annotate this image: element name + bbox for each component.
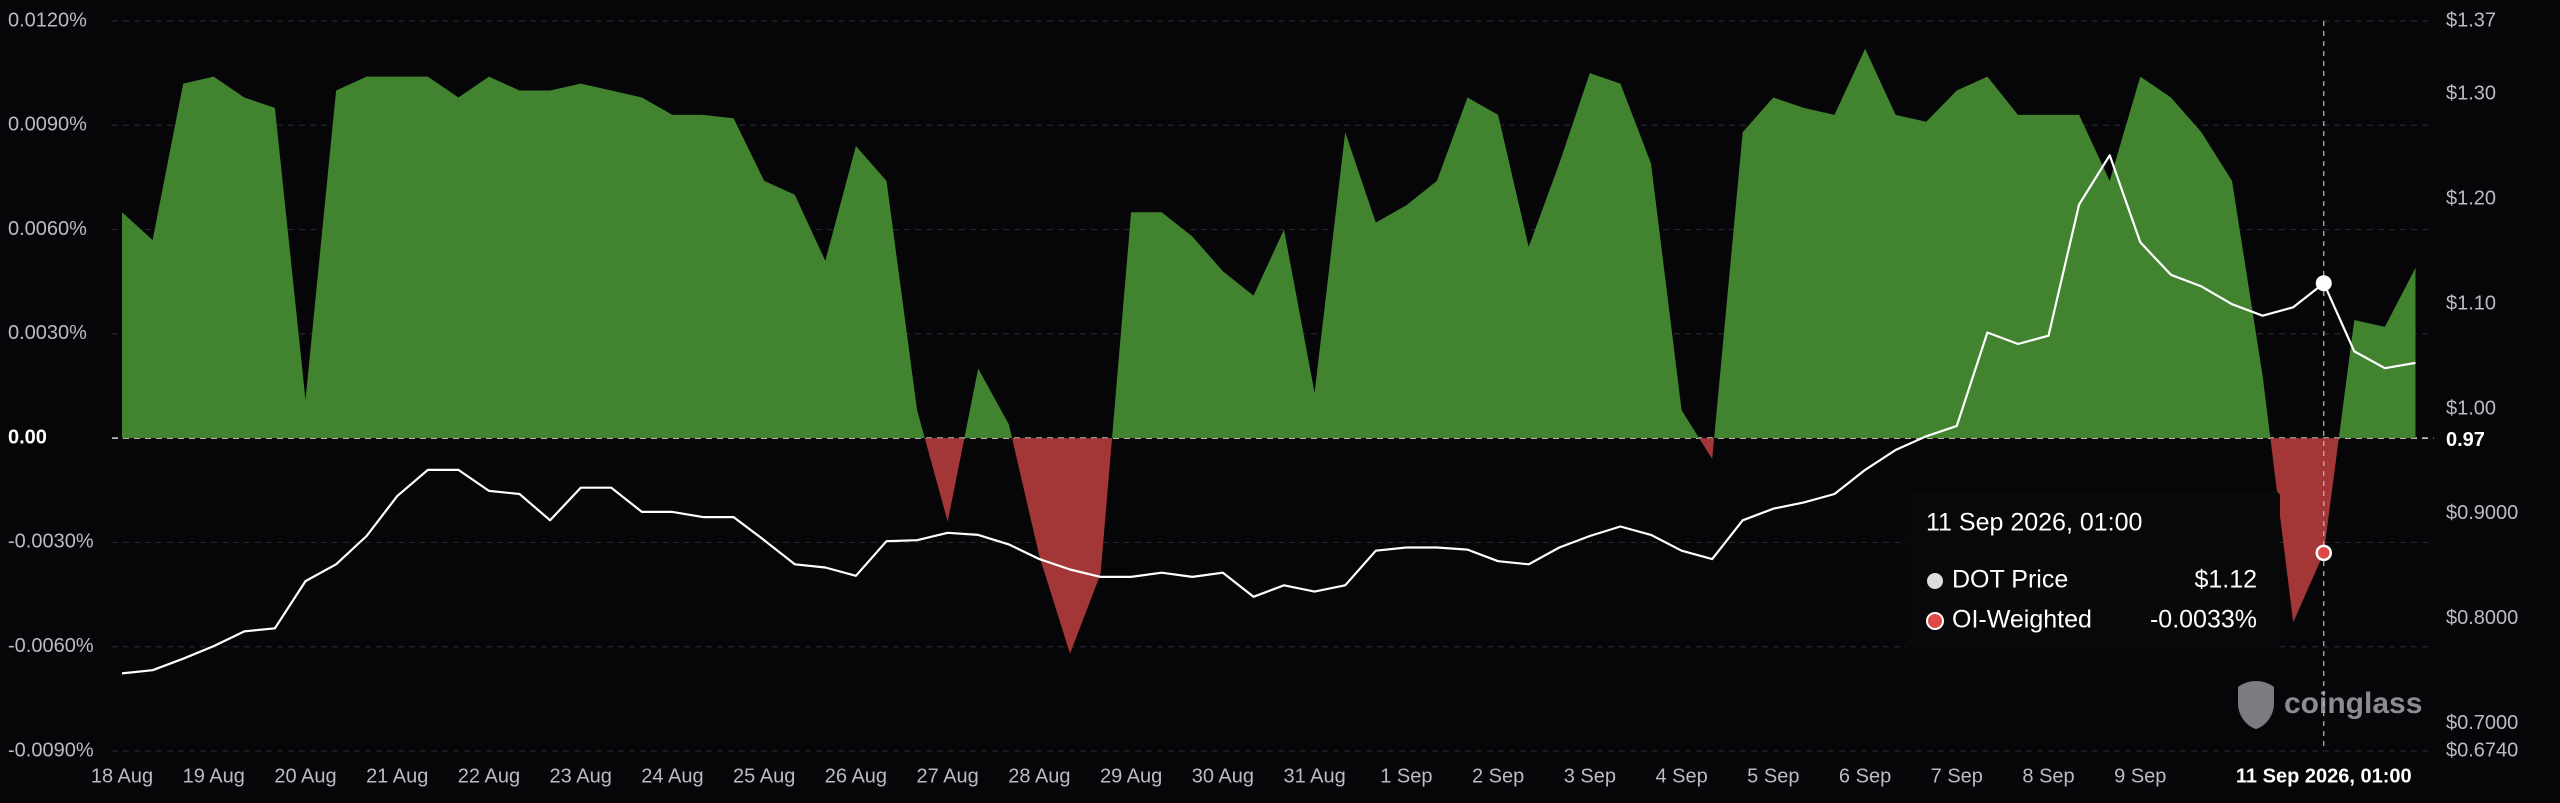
- x-tick-label: 8 Sep: [2022, 765, 2074, 787]
- axes: -0.0090% -0.0060% -0.0030% 0.00 0.0030% 0.006…: [8, 9, 2518, 790]
- y2-tick-label: $0.6740: [2446, 739, 2518, 761]
- tooltip-value: $1.12: [2194, 566, 2257, 594]
- y-tick-label: 0.0090%: [8, 114, 87, 136]
- x-tick-label: 20 Aug: [274, 765, 336, 787]
- x-tick-label: 27 Aug: [917, 765, 979, 787]
- y-tick-label: -0.0030%: [8, 531, 94, 553]
- area-positive: [122, 48, 2416, 439]
- tooltip-box: [1906, 492, 2280, 654]
- price-line: [121, 154, 2416, 675]
- x-tick-label: 19 Aug: [183, 765, 245, 787]
- watermark-logo: [2238, 681, 2274, 729]
- y2-tick-label: $1.20: [2446, 188, 2496, 210]
- y-tick-label: 0.0120%: [8, 9, 87, 31]
- y-tick-label: -0.0090%: [8, 739, 94, 761]
- x-tick-label: 18 Aug: [91, 765, 153, 787]
- y2-tick-label: $1.37: [2446, 9, 2496, 31]
- y2-tick-label: 0.97: [2446, 429, 2485, 451]
- y-tick-label: 0.00: [8, 426, 47, 448]
- x-tick-label: 22 Aug: [458, 765, 520, 787]
- x-tick-label: 26 Aug: [825, 765, 887, 787]
- tooltip-dot: [1927, 573, 1943, 589]
- y2-tick-label: $1.00: [2446, 397, 2496, 419]
- y2-tick-label: $0.9000: [2446, 502, 2518, 524]
- tooltip-title: 11 Sep 2026, 01:00: [1926, 509, 2142, 537]
- x-tick-label: 2 Sep: [1472, 765, 1524, 787]
- y-tick-label: 0.0030%: [8, 322, 87, 344]
- x-tick-label: 7 Sep: [1931, 765, 1983, 787]
- y2-tick-highlight: [2440, 427, 2500, 454]
- x-tick-label: 11 Sep 2026, 01:00: [2236, 765, 2412, 787]
- x-tick-label: 4 Sep: [1655, 765, 1707, 787]
- y2-tick-label: $0.7000: [2446, 712, 2518, 734]
- x-tick-label: 28 Aug: [1008, 765, 1070, 787]
- x-tick-label: 23 Aug: [550, 765, 612, 787]
- y2-tick-label: $0.8000: [2446, 607, 2518, 629]
- plot: [121, 48, 2416, 675]
- tooltip-dot: [1926, 612, 1944, 630]
- tooltip-value: -0.0033%: [2150, 606, 2257, 634]
- hover-marker: [2315, 544, 2333, 562]
- x-tick-label: 24 Aug: [641, 765, 703, 787]
- x-tick-label: 5 Sep: [1747, 765, 1799, 787]
- x-tick-highlight: [2223, 762, 2424, 790]
- y2-tick-label: $1.10: [2446, 292, 2496, 314]
- x-tick-label: 25 Aug: [733, 765, 795, 787]
- y2-tick-label: $1.30: [2446, 83, 2496, 105]
- watermark: coinglass: [2238, 681, 2422, 729]
- tooltip-name: DOT Price: [1952, 566, 2068, 594]
- x-tick-label: 6 Sep: [1839, 765, 1891, 787]
- tooltip-name: OI-Weighted: [1952, 606, 2092, 634]
- x-tick-label: 31 Aug: [1283, 765, 1345, 787]
- watermark-text: coinglass: [2284, 687, 2422, 720]
- hover-marker: [2315, 275, 2332, 292]
- x-tick-label: 21 Aug: [366, 765, 428, 787]
- tooltip: 11 Sep 2026, 01:00 DOT Price $1.12 OI-Weigh…: [1906, 21, 2333, 751]
- x-tick-label: 1 Sep: [1380, 765, 1432, 787]
- y-tick-label: -0.0060%: [8, 635, 94, 657]
- y-tick-label: 0.0060%: [8, 218, 87, 240]
- x-tick-label: 9 Sep: [2114, 765, 2166, 787]
- x-tick-label: 3 Sep: [1564, 765, 1616, 787]
- x-tick-label: 29 Aug: [1100, 765, 1162, 787]
- x-tick-label: 30 Aug: [1192, 765, 1254, 787]
